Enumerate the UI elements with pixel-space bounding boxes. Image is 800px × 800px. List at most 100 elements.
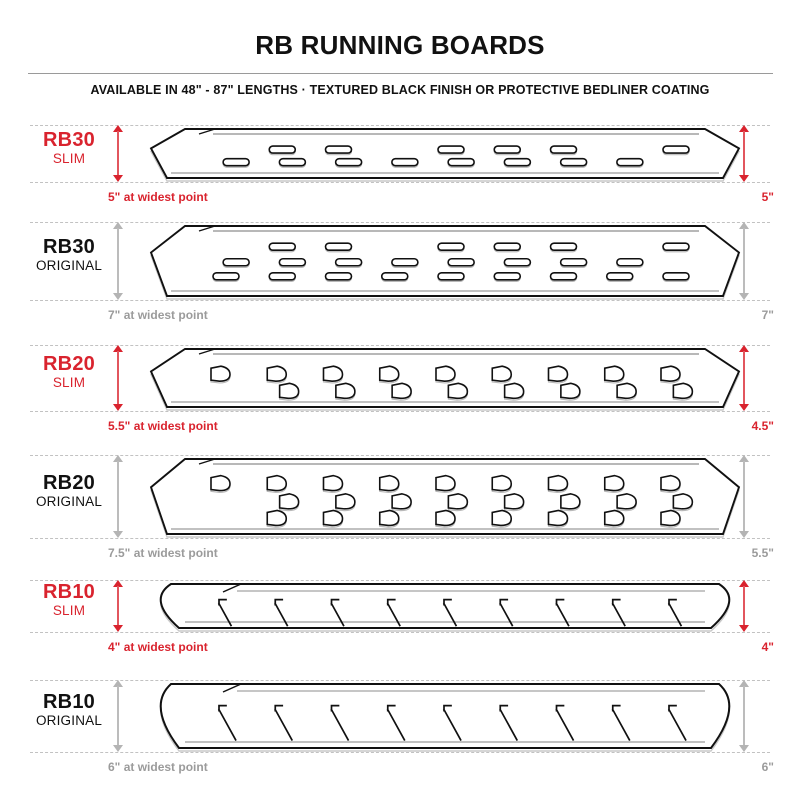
guide-line-top (30, 125, 770, 126)
arrow-head-down-icon (113, 625, 123, 632)
arrow-shaft (743, 461, 745, 532)
arrow-head-up-icon (113, 455, 123, 462)
arrow-head-down-icon (113, 745, 123, 752)
arrow-shaft (117, 351, 119, 405)
model-label-rb30-original: RB30 ORIGINAL (24, 237, 114, 275)
width-caption-left: 7" at widest point (108, 308, 208, 322)
arrow-head-down-icon (113, 531, 123, 538)
guide-line-bottom (30, 632, 770, 633)
arrow-head-up-icon (739, 580, 749, 587)
width-caption-left: 6" at widest point (108, 760, 208, 774)
dimension-arrow-left (112, 345, 124, 411)
dimension-arrow-left (112, 680, 124, 752)
width-caption-left: 5.5" at widest point (108, 419, 218, 433)
dimension-arrow-right (738, 222, 750, 300)
arrow-head-down-icon (739, 293, 749, 300)
width-caption-left: 4" at widest point (108, 640, 208, 654)
model-variant: SLIM (52, 375, 86, 390)
page-subtitle: AVAILABLE IN 48" - 87" LENGTHS · TEXTURE… (90, 83, 710, 97)
board-illustration-rb30-original (145, 222, 745, 300)
arrow-head-down-icon (739, 531, 749, 538)
model-label-rb10-slim: RB10 SLIM (24, 582, 114, 620)
arrow-shaft (743, 131, 745, 176)
model-label-rb20-slim: RB20 SLIM (24, 354, 114, 392)
arrow-shaft (117, 461, 119, 532)
guide-line-top (30, 680, 770, 681)
guide-line-bottom (30, 538, 770, 539)
width-caption-right: 6" (761, 760, 774, 774)
dimension-arrow-left (112, 455, 124, 538)
arrow-shaft (117, 228, 119, 294)
guide-line-bottom (30, 752, 770, 753)
width-caption-left: 7.5" at widest point (108, 546, 218, 560)
board-illustration-rb30-slim (145, 125, 745, 182)
width-caption-right: 5" (761, 190, 774, 204)
model-label-rb30-slim: RB30 SLIM (24, 128, 114, 168)
guide-line-top (30, 222, 770, 223)
arrow-shaft (117, 586, 119, 626)
arrow-head-down-icon (113, 404, 123, 411)
arrow-head-down-icon (113, 175, 123, 182)
arrow-shaft (743, 228, 745, 294)
arrow-head-up-icon (739, 680, 749, 687)
model-name: RB20 (43, 353, 95, 375)
guide-line-bottom (30, 300, 770, 301)
page-title: RB RUNNING BOARDS (255, 30, 545, 60)
arrow-head-down-icon (739, 404, 749, 411)
arrow-head-up-icon (113, 125, 123, 132)
board-illustration-rb20-original (145, 455, 745, 538)
dimension-arrow-right (738, 125, 750, 182)
width-caption-right: 7" (761, 308, 774, 322)
model-name: RB30 (43, 128, 95, 151)
arrow-head-up-icon (113, 345, 123, 352)
board-illustration-rb10-slim (145, 580, 745, 632)
dimension-arrow-left (112, 580, 124, 632)
width-caption-left: 5" at widest point (108, 190, 208, 204)
model-variant: ORIGINAL (35, 493, 103, 509)
arrow-shaft (117, 131, 119, 176)
model-variant: SLIM (52, 150, 86, 166)
arrow-shaft (743, 686, 745, 746)
model-label-rb10-original: RB10 ORIGINAL (24, 692, 114, 730)
dimension-arrow-right (738, 455, 750, 538)
width-caption-right: 5.5" (751, 546, 774, 560)
arrow-head-down-icon (113, 293, 123, 300)
arrow-shaft (743, 351, 745, 405)
arrow-shaft (743, 586, 745, 626)
board-illustration-rb10-original (145, 680, 745, 752)
arrow-head-up-icon (739, 125, 749, 132)
model-name: RB10 (43, 691, 95, 713)
board-illustration-rb20-slim (145, 345, 745, 411)
arrow-shaft (117, 686, 119, 746)
dimension-arrow-right (738, 680, 750, 752)
dimension-arrow-right (738, 580, 750, 632)
arrow-head-up-icon (739, 345, 749, 352)
header-divider (27, 73, 773, 74)
arrow-head-down-icon (739, 625, 749, 632)
model-variant: ORIGINAL (35, 258, 103, 273)
guide-line-top (30, 345, 770, 346)
dimension-arrow-left (112, 222, 124, 300)
arrow-head-up-icon (113, 680, 123, 687)
model-label-rb20-original: RB20 ORIGINAL (24, 471, 114, 511)
model-name: RB20 (43, 471, 95, 494)
guide-line-bottom (30, 411, 770, 412)
arrow-head-up-icon (113, 222, 123, 229)
model-variant: ORIGINAL (35, 713, 103, 728)
arrow-head-up-icon (739, 222, 749, 229)
guide-line-top (30, 455, 770, 456)
guide-line-top (30, 580, 770, 581)
arrow-head-up-icon (739, 455, 749, 462)
model-name: RB10 (43, 581, 95, 603)
dimension-arrow-right (738, 345, 750, 411)
arrow-head-up-icon (113, 580, 123, 587)
width-caption-right: 4.5" (751, 419, 774, 433)
guide-line-bottom (30, 182, 770, 183)
model-name: RB30 (43, 236, 95, 258)
dimension-arrow-left (112, 125, 124, 182)
model-variant: SLIM (52, 603, 86, 618)
page-header: RB RUNNING BOARDS AVAILABLE IN 48" - 87"… (0, 0, 800, 97)
width-caption-right: 4" (761, 640, 774, 654)
arrow-head-down-icon (739, 175, 749, 182)
